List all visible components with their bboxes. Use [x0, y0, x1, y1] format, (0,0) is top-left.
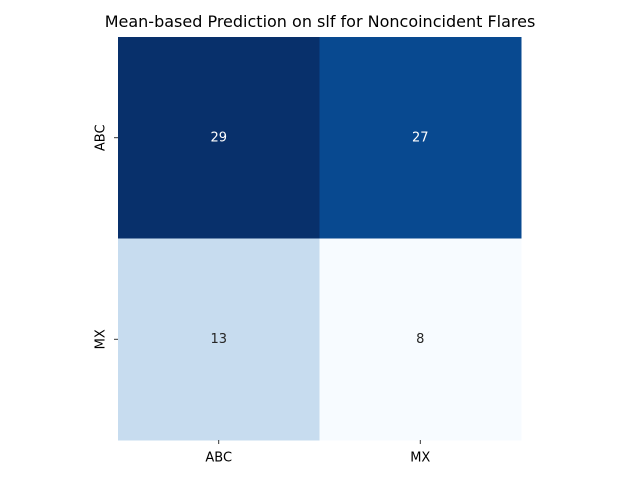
y-axis: ABC MX	[94, 124, 118, 349]
heatmap-cell-abc-abc	[118, 37, 320, 239]
heatmap-cell-mx-mx	[319, 238, 522, 441]
cell-value-label: 29	[210, 130, 227, 145]
cell-value-label: 13	[210, 332, 227, 347]
x-tick-label: MX	[410, 451, 430, 466]
y-tick-label: ABC	[94, 124, 109, 151]
cell-value-label: 27	[412, 130, 429, 145]
cell-value-label: 8	[416, 332, 424, 347]
heatmap-cells	[118, 37, 522, 441]
y-tick-label: MX	[94, 329, 109, 349]
chart-title: Mean-based Prediction on slf for Noncoin…	[104, 12, 536, 31]
x-axis: ABC MX	[205, 440, 430, 466]
heatmap-value-labels: 29 27 13 8	[210, 130, 428, 347]
x-tick-label: ABC	[205, 451, 232, 466]
heatmap-cell-abc-mx	[319, 37, 522, 239]
heatmap-cell-mx-abc	[118, 238, 320, 441]
